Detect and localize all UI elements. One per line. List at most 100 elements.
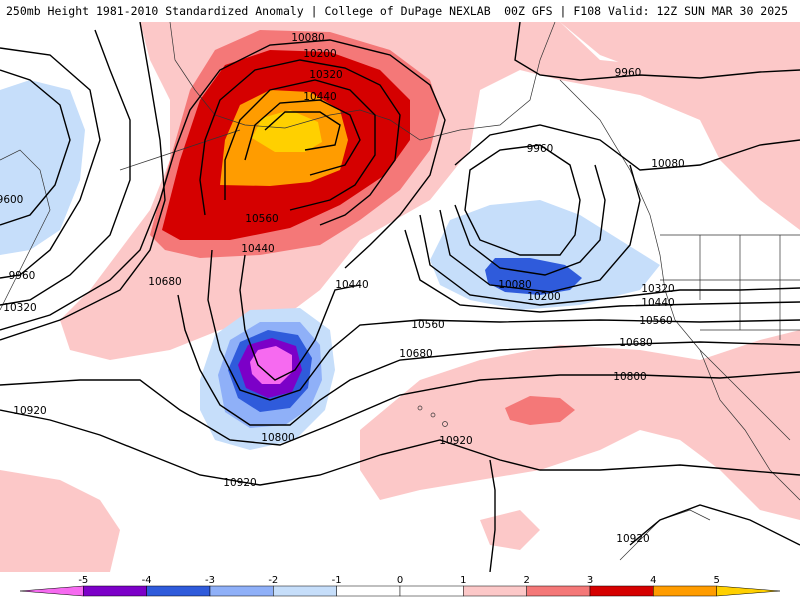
contour-10800-trough: [0, 371, 800, 446]
contour-label: 10560: [245, 213, 278, 225]
colorbar-segment: [146, 585, 211, 597]
contour-label: 10920: [439, 435, 472, 447]
contour-label: 9960: [527, 143, 554, 155]
colorbar-segment: [463, 585, 527, 597]
colorbar-tick-label: -4: [142, 575, 152, 586]
colorbar-tick-label: 3: [587, 575, 593, 586]
colorbar-segments: [19, 585, 781, 597]
contour-label: 10920: [223, 477, 256, 489]
contour-label: 10440: [335, 279, 368, 291]
colorbar-tick-label: 2: [523, 575, 529, 586]
contour-label: 10680: [399, 348, 432, 360]
contour-10680-ridge: [0, 22, 166, 341]
colorbar-segment: [653, 585, 717, 597]
contour-10440-east: [404, 229, 800, 313]
aleutian-chain: [119, 129, 241, 171]
contour-label: 10680: [148, 276, 181, 288]
negative-anomaly-level1-west: [0, 80, 85, 255]
contour-10080-ridge: [264, 111, 341, 151]
contour-labels: 10080 10200 10320 10440 10560 10440 1068…: [0, 32, 685, 545]
colorbar-segment: [336, 585, 401, 597]
colorbar-tick-label: -5: [78, 575, 88, 586]
contour-9960-low: [464, 144, 581, 256]
contour-10080-low: [454, 164, 606, 276]
contour-10920-south: [0, 409, 800, 486]
asia-coastline: [0, 149, 51, 311]
contour-10560-ridge: [0, 39, 446, 331]
colorbar-tick-label: 1: [460, 575, 466, 586]
contour-label: 10440: [303, 91, 336, 103]
map-title: 250mb Height 1981-2010 Standardized Anom…: [6, 4, 491, 18]
contour-label: 10680: [619, 337, 652, 349]
pacific-northwest-coastline: [559, 79, 791, 441]
contour-10920-corner: [629, 504, 800, 546]
contour-label: 10800: [261, 432, 294, 444]
contour-label: 10200: [303, 48, 336, 60]
contour-10440-ridge: [199, 59, 401, 226]
colorbar-tick-label: 0: [397, 575, 403, 586]
contour-10440-trough: [239, 254, 361, 381]
colorbar-segment: [526, 585, 591, 597]
title-bar: 250mb Height 1981-2010 Standardized Anom…: [0, 0, 800, 22]
mexico-coastline: [699, 349, 800, 501]
contour-10320-east: [419, 214, 800, 306]
contour-10080-east: [454, 124, 800, 171]
positive-anomaly-level5: [252, 110, 322, 152]
contour-label: 10320: [309, 69, 342, 81]
hawaii-island-2: [430, 412, 436, 418]
colorbar-segment: [209, 585, 274, 597]
colorbar-tick-label: -1: [332, 575, 342, 586]
model-run-info: 00Z GFS | F108 Valid: 12Z SUN MAR 30 202…: [504, 4, 788, 18]
colorbar-ticks: -5 -4 -3 -2 -1 0 1 2 3 4 5: [78, 575, 720, 586]
contour-label: 9960: [615, 67, 642, 79]
contour-9960-east: [514, 22, 800, 81]
colorbar-tick-label: 4: [650, 575, 656, 586]
hawaii-island-1: [417, 405, 423, 411]
contour-label: 10440: [641, 297, 674, 309]
contour-label: 10560: [639, 315, 672, 327]
colorbar-segment: [589, 585, 654, 597]
anomaly-colorbar: -5 -4 -3 -2 -1 0 1 2 3 4 5: [0, 572, 800, 600]
colorbar-segment: [273, 585, 337, 597]
contour-label: 10200: [527, 291, 560, 303]
colorbar-segment: [83, 585, 147, 597]
contour-label: 10080: [291, 32, 324, 44]
state-line-1: [660, 235, 800, 340]
contour-label: 10080: [651, 158, 684, 170]
alaska-coastline: [169, 22, 556, 141]
contour-10680-trough: [177, 294, 800, 426]
negative-anomaly-level5-low: [250, 346, 292, 384]
positive-anomaly-level1-northeast: [560, 22, 800, 75]
positive-anomaly-level1-southwest: [0, 470, 120, 572]
contour-label: 10320: [641, 283, 674, 295]
contour-9960-west: [0, 47, 101, 279]
contour-label: 10080: [498, 279, 531, 291]
colorbar-tick-label: 5: [713, 575, 719, 586]
positive-anomaly-level2-south: [505, 396, 575, 425]
negative-anomaly-level3-east: [485, 258, 582, 295]
contour-10920-southeast: [489, 459, 496, 572]
contour-10200-ridge: [244, 99, 361, 176]
contour-10560-trough: [207, 249, 800, 401]
colorbar-segment: [399, 585, 464, 597]
contour-10200-low: [439, 164, 641, 293]
contour-label: 10800: [613, 371, 646, 383]
contour-label: 10440: [241, 243, 274, 255]
anomaly-map: 10080 10200 10320 10440 10560 10440 1068…: [0, 22, 800, 572]
contour-9600-west: [0, 69, 71, 226]
geography-lines: [0, 22, 800, 561]
contour-label: 9600: [0, 194, 23, 206]
contour-10320-west: [0, 29, 131, 306]
contour-label: 10920: [13, 405, 46, 417]
contour-label: 10920: [616, 533, 649, 545]
hawaii-island-3: [442, 421, 448, 427]
contour-10320-ridge: [224, 79, 376, 211]
contour-label: 9960: [9, 270, 36, 282]
colorbar-tick-label: -3: [205, 575, 215, 586]
contour-label: 10320: [3, 302, 36, 314]
contour-label: 10560: [411, 319, 444, 331]
height-contours: [0, 22, 800, 572]
colorbar-segment: [716, 585, 781, 597]
colorbar-tick-label: -2: [268, 575, 278, 586]
